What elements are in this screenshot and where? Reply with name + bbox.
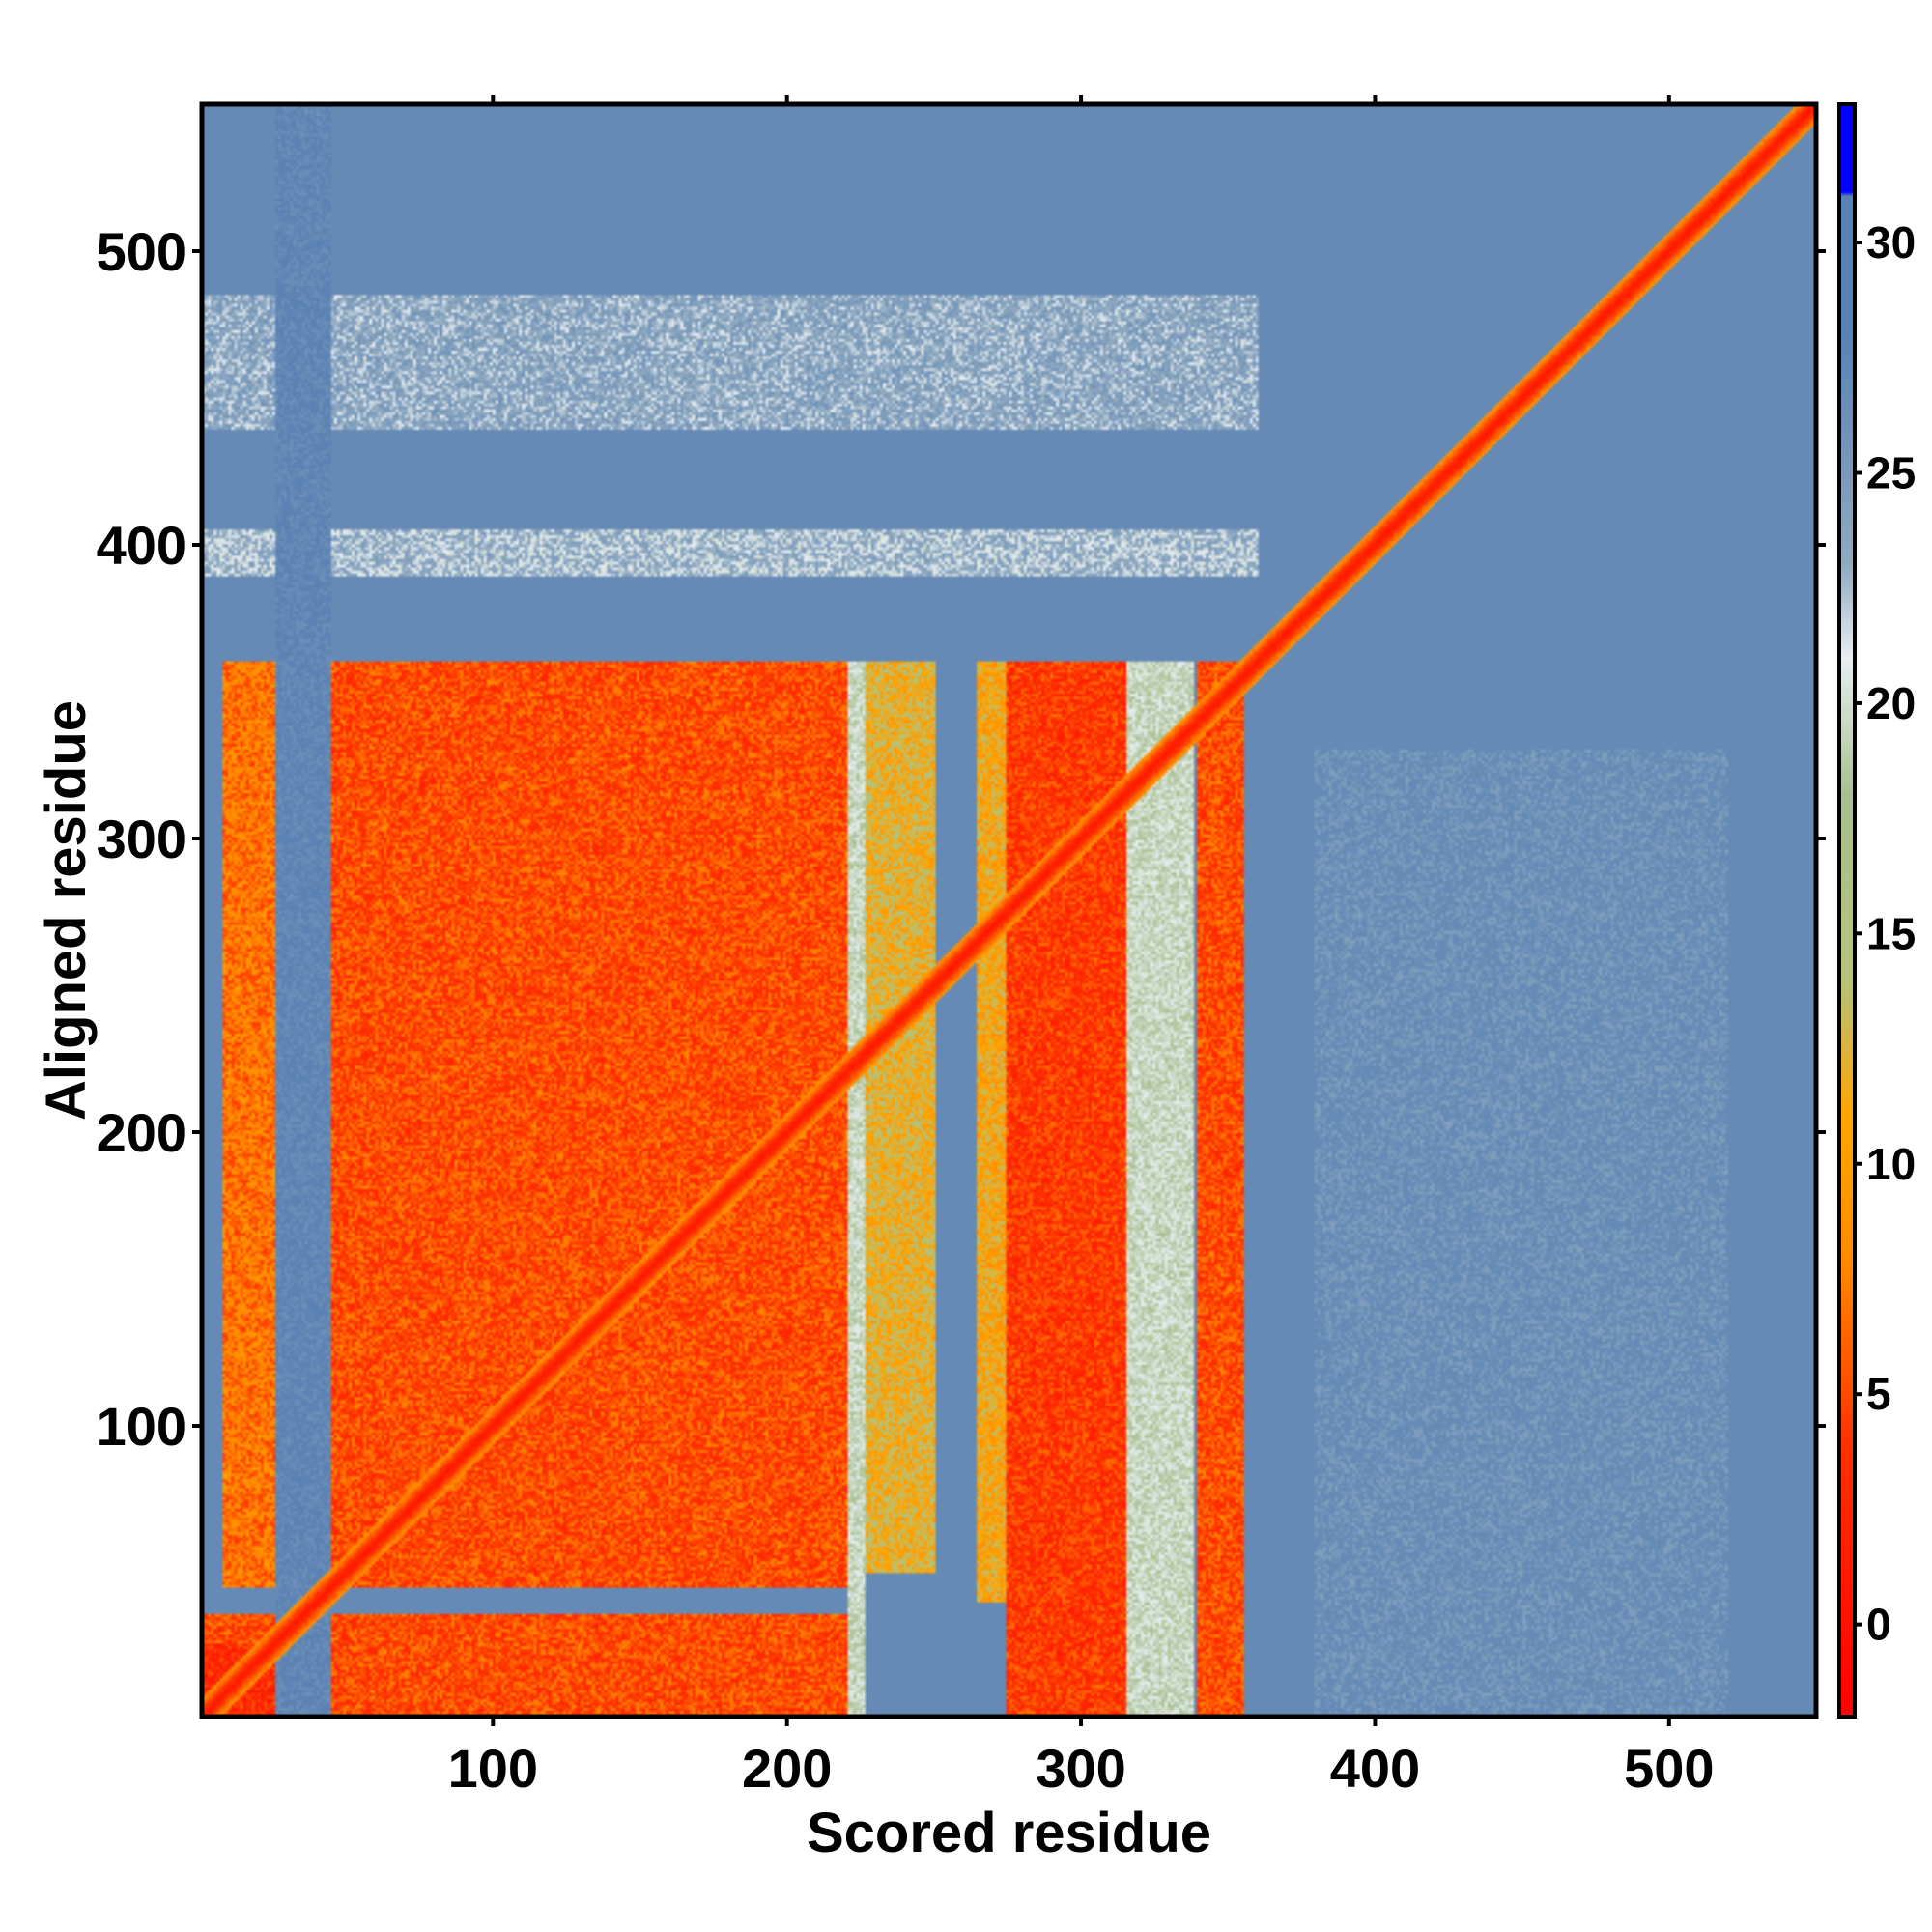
x-axis-ticks: 100 200 300 400 500 [448, 95, 1715, 1799]
y-tick-label: 400 [97, 515, 186, 576]
colorbar-scale [1837, 102, 1857, 1719]
x-tick-label: 300 [1036, 1738, 1125, 1799]
colorbar-tick-label: 10 [1866, 1139, 1916, 1189]
colorbar-ticks: 0 5 10 15 20 25 30 [1855, 217, 1916, 1650]
x-tick-label: 100 [448, 1738, 538, 1799]
colorbar: 0 5 10 15 20 25 30 [1837, 102, 1916, 1719]
x-tick-label: 200 [742, 1738, 832, 1799]
heatmap-cells [202, 104, 1816, 1717]
colorbar-tick-label: 5 [1866, 1369, 1891, 1419]
y-axis-ticks: 100 200 300 400 500 [97, 221, 1826, 1457]
y-tick-label: 200 [97, 1102, 186, 1163]
colorbar-tick-label: 15 [1866, 908, 1916, 958]
y-axis-title: Aligned residue [35, 700, 98, 1121]
colorbar-tick-label: 20 [1866, 678, 1916, 728]
plot-frame [199, 101, 1819, 1719]
x-axis-title: Scored residue [807, 1802, 1211, 1864]
y-tick-label: 300 [97, 809, 186, 869]
x-tick-label: 400 [1330, 1738, 1420, 1799]
colorbar-tick-label: 25 [1866, 447, 1916, 497]
x-tick-label: 500 [1624, 1738, 1714, 1799]
colorbar-tick-label: 0 [1866, 1600, 1891, 1650]
plot-area [202, 104, 1816, 1717]
y-tick-label: 500 [97, 221, 186, 282]
y-tick-label: 100 [97, 1396, 186, 1457]
colorbar-tick-label: 30 [1866, 217, 1916, 268]
